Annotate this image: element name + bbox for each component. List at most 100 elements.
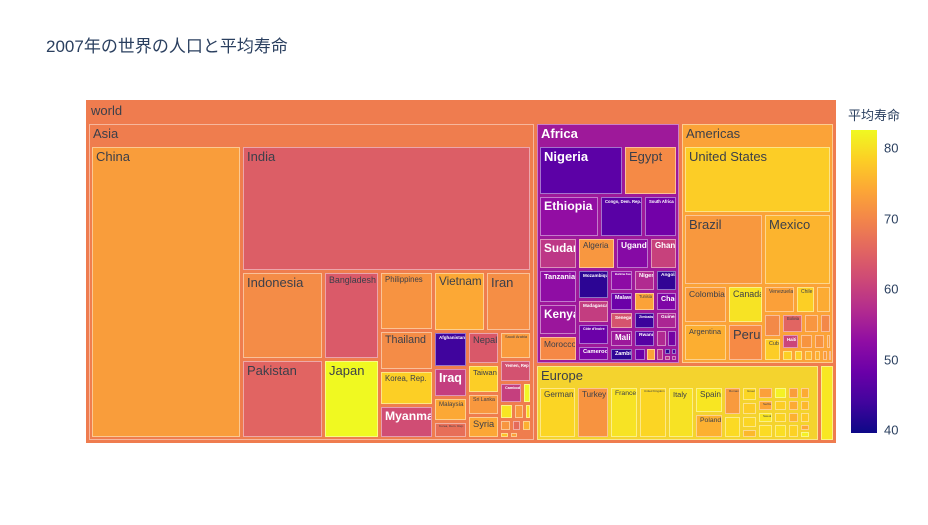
treemap-node-madagascar[interactable]: Madagascar xyxy=(579,301,608,322)
treemap-node-bosnia-and-herzegovina[interactable] xyxy=(801,388,809,398)
treemap-node-singapore[interactable] xyxy=(526,405,530,418)
treemap-node-benin[interactable] xyxy=(657,331,666,346)
treemap-node-uganda[interactable]: Uganda xyxy=(617,239,648,268)
treemap-node-paraguay[interactable] xyxy=(815,335,824,348)
treemap-node-haiti[interactable]: Haiti xyxy=(783,335,798,348)
treemap-node-ireland[interactable] xyxy=(789,425,798,437)
treemap-node-turkey[interactable]: Turkey xyxy=(578,388,608,437)
treemap-node-ethiopia[interactable]: Ethiopia xyxy=(540,197,598,236)
treemap-node-costa-rica[interactable] xyxy=(783,351,792,360)
treemap-node-thailand[interactable]: Thailand xyxy=(381,332,432,369)
treemap-node-vietnam[interactable]: Vietnam xyxy=(435,273,484,330)
treemap-node-trinidad-and-tobago[interactable] xyxy=(829,351,831,360)
treemap-node-nepal[interactable]: Nepal xyxy=(469,333,498,363)
treemap-node-west-bank-and-gaza[interactable] xyxy=(511,433,517,437)
treemap-node-niger[interactable]: Niger xyxy=(635,271,654,290)
treemap-node-burundi[interactable] xyxy=(668,331,676,346)
treemap-node-belgium[interactable] xyxy=(743,417,756,427)
treemap-node-united-states[interactable]: United States xyxy=(685,147,830,212)
treemap-node-iceland[interactable] xyxy=(801,432,809,437)
treemap-node-yemen-rep[interactable]: Yemen, Rep. xyxy=(501,361,530,381)
treemap-node-bangladesh[interactable]: Bangladesh xyxy=(325,273,378,358)
treemap-node-congo-dem-rep[interactable]: Congo, Dem. Rep. xyxy=(601,197,642,236)
treemap-node-zimbabwe[interactable]: Zimbabwe xyxy=(635,313,654,328)
treemap-node-guatemala[interactable] xyxy=(765,315,780,336)
treemap-node-mali[interactable]: Mali xyxy=(611,331,632,346)
treemap-node-slovak-republic[interactable] xyxy=(789,401,798,410)
treemap-root-world[interactable]: world Asia Africa Americas Europe China India… xyxy=(86,100,836,443)
treemap-node-cuba[interactable]: Cuba xyxy=(765,339,780,360)
treemap-node-philippines[interactable]: Philippines xyxy=(381,273,432,329)
treemap-node-romania[interactable]: Romania xyxy=(725,388,740,414)
treemap-node-bolivia[interactable]: Bolivia xyxy=(783,315,802,332)
treemap-node-slovenia[interactable] xyxy=(801,413,809,422)
treemap-node-ecuador[interactable] xyxy=(817,287,830,312)
treemap-node-honduras[interactable] xyxy=(821,315,830,332)
treemap-node-algeria[interactable]: Algeria xyxy=(579,239,614,268)
treemap-node-dominican-rep[interactable] xyxy=(805,315,818,332)
treemap-node-argentina[interactable]: Argentina xyxy=(685,325,726,360)
treemap-node-eritrea[interactable] xyxy=(665,356,670,360)
treemap-node-croatia[interactable] xyxy=(789,413,798,422)
treemap-node-jamaica[interactable] xyxy=(823,351,827,360)
treemap-node-cameroon[interactable]: Cameroon xyxy=(579,347,608,360)
treemap-node-burkina-faso[interactable]: Burkina Faso xyxy=(611,271,632,290)
treemap-node-chad[interactable]: Chad xyxy=(657,293,676,310)
treemap-node-lebanon[interactable] xyxy=(501,421,510,430)
treemap-node-panama[interactable] xyxy=(815,351,820,360)
treemap-node-bulgaria[interactable] xyxy=(789,388,798,398)
treemap-node-canada[interactable]: Canada xyxy=(729,287,762,322)
treemap-node-montenegro[interactable] xyxy=(801,425,809,430)
treemap-node-netherlands[interactable] xyxy=(725,417,740,437)
treemap-node-spain[interactable]: Spain xyxy=(696,388,722,412)
treemap-node-pakistan[interactable]: Pakistan xyxy=(243,361,322,437)
treemap-node-italy[interactable]: Italy xyxy=(669,388,693,437)
treemap-node-south-africa[interactable]: South Africa xyxy=(645,197,676,236)
treemap-node-tanzania[interactable]: Tanzania xyxy=(540,271,576,302)
treemap-node-el-salvador[interactable] xyxy=(801,335,812,348)
treemap-node-angola[interactable]: Angola xyxy=(657,271,676,290)
treemap-node-france[interactable]: France xyxy=(611,388,637,437)
treemap-node-kuwait[interactable] xyxy=(501,433,508,437)
treemap-node-austria[interactable] xyxy=(759,425,772,437)
treemap-node-mongolia[interactable] xyxy=(513,421,520,430)
treemap-node-venezuela[interactable]: Venezuela xyxy=(765,287,794,312)
treemap-node-guinea[interactable]: Guinea xyxy=(657,313,676,328)
treemap-node-saudi-arabia[interactable]: Saudi Arabia xyxy=(501,333,530,358)
treemap-node-serbia[interactable]: Serbia xyxy=(759,401,772,410)
treemap-node-sudan[interactable]: Sudan xyxy=(540,239,576,268)
treemap-node-korea-rep[interactable]: Korea, Rep. xyxy=(381,372,432,404)
treemap-node-india[interactable]: India xyxy=(243,147,530,270)
treemap-node-sri-lanka[interactable]: Sri Lanka xyxy=(469,395,498,414)
treemap-node-japan[interactable]: Japan xyxy=(325,361,378,437)
treemap-node-hong-kong-china[interactable] xyxy=(524,384,530,402)
treemap-node-kenya[interactable]: Kenya xyxy=(540,305,576,334)
treemap-node-colombia[interactable]: Colombia xyxy=(685,287,726,322)
treemap-node-puerto-rico[interactable] xyxy=(795,351,802,360)
treemap-node-albania[interactable] xyxy=(801,401,809,410)
treemap-node-korea-dem-rep[interactable]: Korea, Dem. Rep. xyxy=(435,423,466,437)
treemap-node-switzerland[interactable] xyxy=(775,388,786,398)
treemap-node-oman[interactable] xyxy=(523,421,530,430)
treemap-node-senegal[interactable]: Senegal xyxy=(611,313,632,328)
treemap-node-libya[interactable] xyxy=(647,349,655,360)
treemap-node-egypt[interactable]: Egypt xyxy=(625,147,676,194)
treemap-node-greece[interactable]: Greece xyxy=(743,388,756,400)
treemap-node-tunisia[interactable]: Tunisia xyxy=(635,293,654,310)
treemap-node-myanmar[interactable]: Myanmar xyxy=(381,407,432,437)
treemap-node-peru[interactable]: Peru xyxy=(729,325,762,360)
treemap-node-morocco[interactable]: Morocco xyxy=(540,337,576,360)
treemap-node-mozambique[interactable]: Mozambique xyxy=(579,271,608,298)
treemap-node-syria[interactable]: Syria xyxy=(469,417,498,437)
treemap-node-oceania[interactable] xyxy=(821,366,833,440)
treemap-node-sweden[interactable]: Sweden xyxy=(759,413,772,422)
treemap-node-indonesia[interactable]: Indonesia xyxy=(243,273,322,358)
treemap-node-nigeria[interactable]: Nigeria xyxy=(540,147,622,194)
treemap-node-brazil[interactable]: Brazil xyxy=(685,215,762,284)
treemap-node-united-kingdom[interactable]: United Kingdom xyxy=(640,388,666,437)
treemap-node-jordan[interactable] xyxy=(515,405,523,418)
treemap-node-finland[interactable] xyxy=(775,413,786,422)
treemap-node-portugal[interactable] xyxy=(743,403,756,414)
treemap-node-mexico[interactable]: Mexico xyxy=(765,215,830,284)
treemap-node-nicaragua[interactable] xyxy=(827,335,830,348)
